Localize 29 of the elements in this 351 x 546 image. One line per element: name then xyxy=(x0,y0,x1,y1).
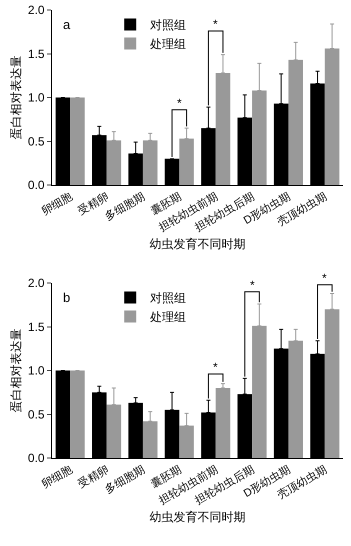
y-tick-label: 0.0 xyxy=(28,451,45,466)
annotation: a xyxy=(63,17,71,32)
x-axis-title: 幼虫发育不同时期 xyxy=(150,236,246,251)
y-tick-label: 1.5 xyxy=(28,320,45,334)
y-tick-label: 2.0 xyxy=(28,276,45,290)
legend-label: 对照组 xyxy=(150,18,186,32)
y-tick-label: 1.0 xyxy=(28,364,45,378)
y-axis-title: 蛋白相对表达量 xyxy=(9,328,24,412)
y-tick-label: 0.5 xyxy=(28,134,45,148)
annotation: * xyxy=(213,17,218,31)
bar xyxy=(70,98,85,185)
y-tick-label: 2.0 xyxy=(28,3,45,18)
y-tick-label: 1.5 xyxy=(28,46,45,61)
legend-label: 处理组 xyxy=(150,310,186,324)
annotation: * xyxy=(250,278,255,292)
y-tick-label: 1.0 xyxy=(28,90,45,105)
x-tick-label: 卵细胞 xyxy=(39,190,74,218)
x-tick-label: 卵细胞 xyxy=(39,462,74,491)
x-axis-title: 幼虫发育不同时期 xyxy=(150,510,246,524)
y-axis-title: 蛋白相对表达量 xyxy=(9,56,24,140)
legend-label: 对照组 xyxy=(150,291,186,306)
y-tick-label: 0.5 xyxy=(28,407,45,422)
annotation: * xyxy=(322,271,327,285)
bar xyxy=(70,370,85,458)
annotation: b xyxy=(63,290,70,305)
annotation: * xyxy=(177,96,182,110)
y-tick-label: 0.0 xyxy=(28,178,45,192)
legend-label: 处理组 xyxy=(150,37,186,52)
annotation: * xyxy=(213,360,218,374)
